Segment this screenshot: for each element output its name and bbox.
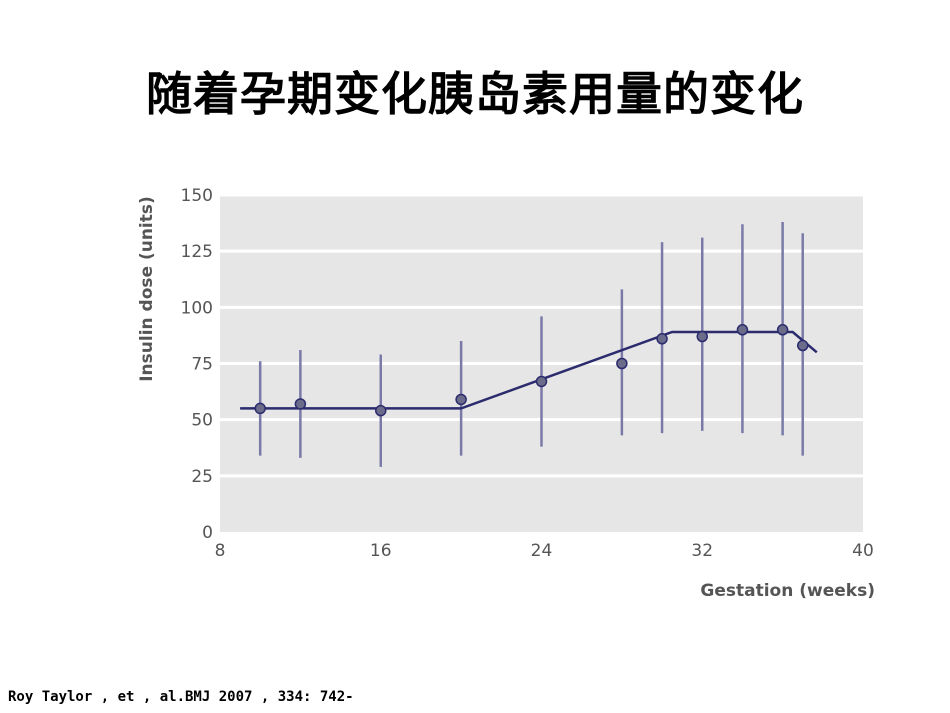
data-point	[736, 324, 749, 336]
trend-line	[240, 330, 818, 410]
data-point	[616, 357, 628, 370]
slide-title: 随着孕期变化胰岛素用量的变化	[146, 67, 804, 121]
y-axis-title: Insulin dose (units)	[137, 196, 157, 382]
y-tick-label: 125	[181, 242, 213, 262]
y-tick-label: 50	[191, 411, 213, 431]
data-point	[455, 393, 467, 406]
x-tick-label: 24	[531, 541, 553, 561]
data-point	[535, 375, 548, 388]
x-tick-label: 8	[215, 541, 226, 561]
x-tick-label: 40	[852, 541, 874, 561]
y-tick-label: 75	[191, 355, 213, 375]
x-tick-label: 32	[691, 541, 713, 561]
x-tick-label: 16	[370, 541, 392, 561]
y-tick-label: 0	[202, 523, 213, 543]
data-point	[254, 402, 266, 415]
y-tick-label: 25	[191, 467, 213, 487]
data-point	[696, 330, 708, 343]
y-tick-label: 150	[181, 186, 213, 206]
data-point	[776, 324, 789, 336]
plot-area: 0 25 50 75 100 125 150 8 16 24 32 40	[181, 186, 874, 561]
data-point	[656, 333, 668, 345]
data-point	[796, 339, 809, 352]
data-point	[294, 398, 307, 410]
y-tick-label: 100	[181, 298, 213, 318]
citation: Roy Taylor , et , al.BMJ 2007 , 334: 742…	[8, 689, 354, 705]
data-point	[375, 404, 387, 417]
x-axis-title: Gestation (weeks)	[700, 581, 875, 601]
